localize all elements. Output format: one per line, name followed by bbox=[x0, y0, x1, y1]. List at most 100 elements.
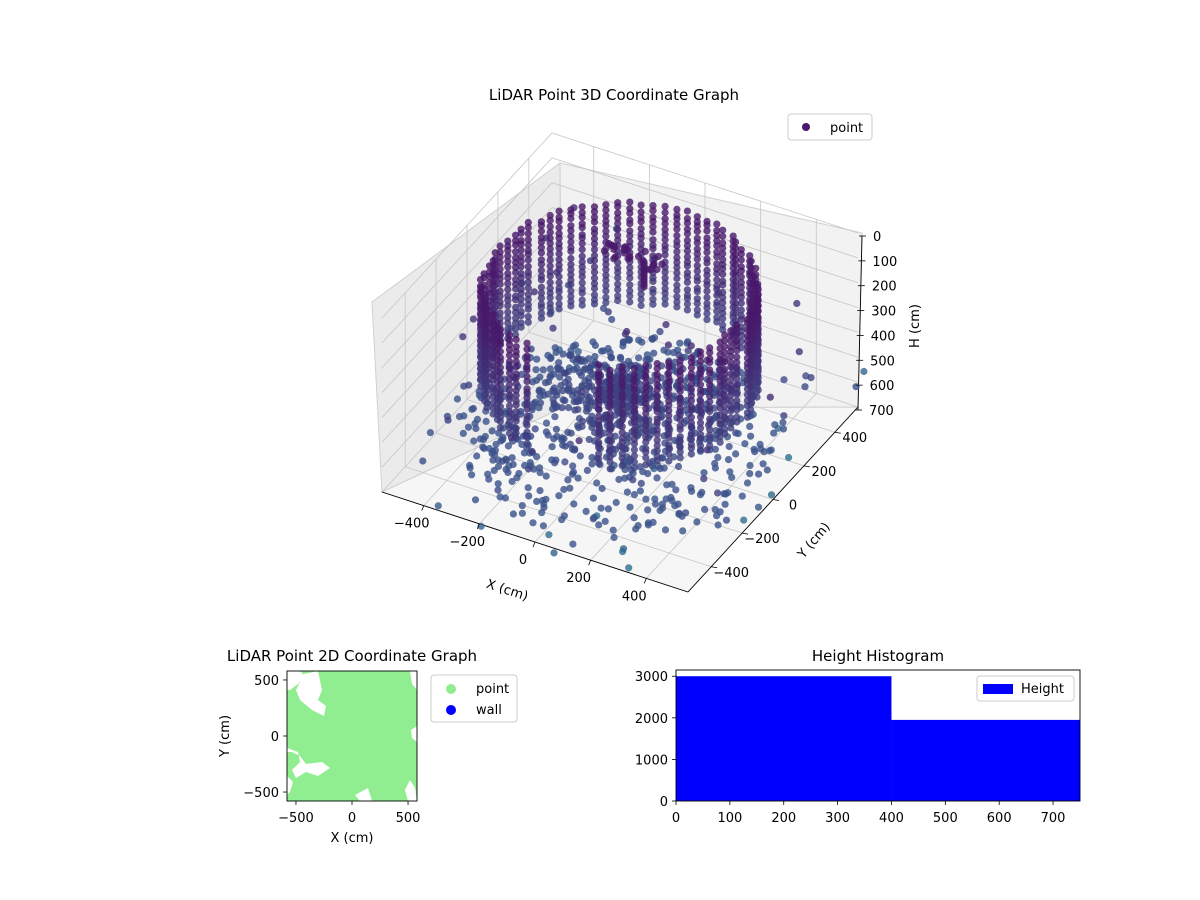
data-point bbox=[504, 237, 512, 245]
data-point bbox=[696, 407, 705, 415]
ticks-histogram: 0 100 200 300 400 500 600 700 0 1000 2000 3000 bbox=[635, 670, 1066, 826]
data-point bbox=[524, 313, 532, 321]
y-tick-label-3d: 200 bbox=[811, 465, 836, 480]
data-point bbox=[743, 364, 752, 372]
data-point bbox=[653, 365, 661, 373]
data-point bbox=[687, 406, 696, 415]
data-point bbox=[703, 248, 711, 256]
data-point bbox=[529, 403, 537, 411]
data-point bbox=[524, 256, 532, 264]
data-point bbox=[634, 522, 642, 530]
data-point bbox=[504, 285, 512, 294]
data-point bbox=[535, 404, 543, 412]
data-point bbox=[721, 331, 729, 339]
z-tick-label-3d: 700 bbox=[869, 404, 894, 419]
y-tick-3d bbox=[772, 499, 780, 501]
data-point bbox=[801, 383, 809, 391]
histogram-bar bbox=[676, 676, 892, 801]
data-point bbox=[661, 251, 669, 259]
data-point bbox=[693, 277, 701, 285]
data-point bbox=[687, 392, 696, 400]
data-point bbox=[483, 305, 491, 313]
data-point bbox=[673, 242, 681, 250]
z-axis-line bbox=[857, 235, 863, 411]
data-point bbox=[533, 355, 541, 363]
data-point bbox=[556, 373, 564, 381]
data-point bbox=[713, 231, 721, 239]
data-point bbox=[574, 405, 582, 414]
data-point bbox=[551, 459, 559, 467]
data-point bbox=[733, 369, 741, 377]
data-point bbox=[637, 295, 645, 304]
data-point bbox=[713, 276, 721, 284]
data-point bbox=[608, 315, 616, 324]
data-point bbox=[564, 404, 573, 412]
data-point bbox=[665, 450, 673, 458]
x-tick-label-3d: −200 bbox=[450, 535, 486, 550]
data-point bbox=[578, 289, 586, 297]
data-point bbox=[642, 427, 650, 435]
data-point bbox=[483, 342, 491, 350]
data-point bbox=[574, 355, 582, 363]
data-point bbox=[693, 227, 701, 235]
data-point bbox=[737, 283, 745, 291]
data-point bbox=[785, 453, 793, 462]
data-point bbox=[578, 273, 586, 281]
z-tick-label-3d: 100 bbox=[872, 255, 897, 270]
data-point bbox=[523, 421, 531, 429]
data-point bbox=[504, 280, 512, 288]
data-point bbox=[570, 500, 578, 508]
data-point bbox=[517, 312, 525, 320]
data-point bbox=[546, 223, 554, 231]
data-point bbox=[660, 346, 668, 354]
data-point bbox=[719, 244, 727, 252]
y-tick-label-3d: −200 bbox=[744, 532, 780, 547]
data-point bbox=[616, 353, 625, 361]
data-point bbox=[661, 526, 670, 534]
data-point bbox=[523, 388, 531, 396]
data-point bbox=[590, 208, 599, 216]
data-point bbox=[555, 305, 563, 313]
data-point bbox=[626, 253, 634, 261]
data-point bbox=[683, 286, 692, 294]
data-point bbox=[732, 287, 740, 295]
data-point bbox=[661, 208, 669, 217]
data-point bbox=[687, 358, 696, 366]
legend-2d-point-label: point bbox=[476, 682, 509, 697]
x-tick-3d bbox=[476, 523, 480, 529]
data-point bbox=[524, 241, 532, 249]
data-point bbox=[496, 331, 504, 339]
data-point bbox=[771, 421, 779, 429]
data-point bbox=[581, 357, 589, 365]
data-point bbox=[644, 521, 653, 529]
data-point bbox=[653, 392, 661, 400]
data-point bbox=[606, 403, 614, 411]
data-point bbox=[530, 288, 538, 296]
plot-histogram: Height Histogram 0 100 200 300 400 500 600 7000… bbox=[635, 647, 1081, 826]
data-point bbox=[614, 236, 622, 244]
x-tick-3d bbox=[643, 578, 647, 584]
y-tick-label-hist: 0 bbox=[660, 795, 668, 810]
data-point bbox=[602, 299, 610, 307]
data-point bbox=[465, 381, 473, 389]
data-point bbox=[614, 225, 622, 233]
data-point bbox=[504, 296, 512, 304]
data-point bbox=[674, 500, 682, 508]
data-point bbox=[489, 311, 497, 319]
data-point bbox=[725, 442, 733, 451]
z-tick-label-3d: 500 bbox=[870, 354, 895, 369]
data-point bbox=[630, 446, 639, 454]
data-point bbox=[642, 448, 650, 456]
data-point bbox=[595, 395, 603, 403]
data-point bbox=[711, 445, 720, 453]
data-point bbox=[658, 260, 666, 268]
histogram-bars bbox=[676, 676, 1080, 801]
x-tick-label-3d: 200 bbox=[566, 571, 591, 586]
data-point bbox=[665, 407, 673, 415]
data-point bbox=[630, 376, 639, 385]
data-point bbox=[602, 260, 610, 268]
data-point bbox=[536, 392, 544, 400]
data-point bbox=[683, 262, 692, 270]
data-point bbox=[626, 198, 634, 206]
data-point bbox=[662, 495, 670, 503]
